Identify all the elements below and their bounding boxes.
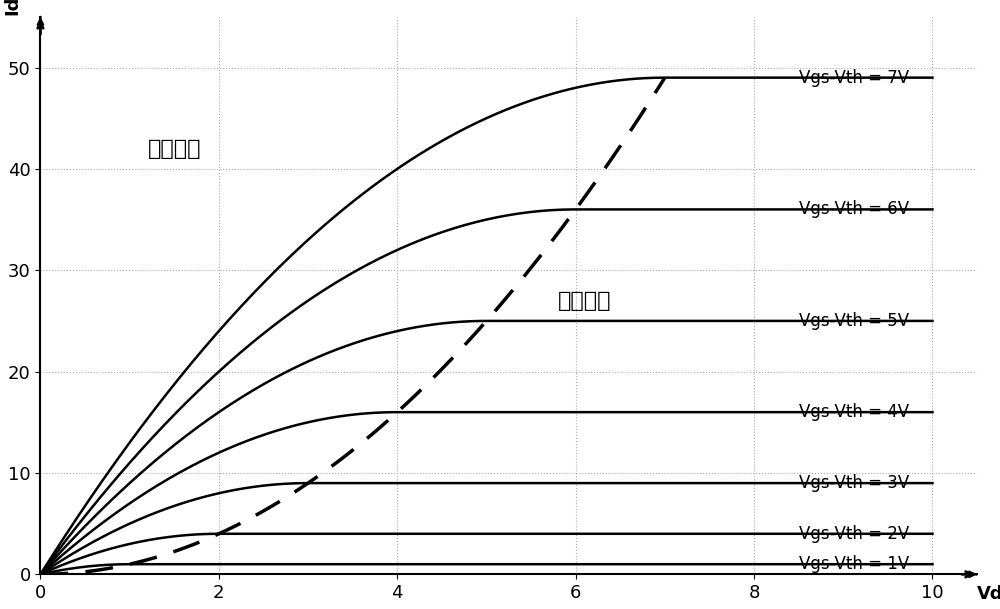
Text: Vgs-Vth = 5V: Vgs-Vth = 5V [799,312,909,330]
Text: 饱和区域: 饱和区域 [558,290,611,311]
Text: Vgs-Vth = 7V: Vgs-Vth = 7V [799,69,909,86]
X-axis label: Vds: Vds [977,585,1000,604]
Text: Vgs-Vth = 3V: Vgs-Vth = 3V [799,474,909,492]
Text: Vgs-Vth = 6V: Vgs-Vth = 6V [799,200,909,219]
Text: 线性区域: 线性区域 [147,139,201,158]
Y-axis label: Id: Id [4,0,22,15]
Text: Vgs-Vth = 1V: Vgs-Vth = 1V [799,555,909,573]
Text: Vgs-Vth = 4V: Vgs-Vth = 4V [799,403,909,421]
Text: Vgs-Vth = 2V: Vgs-Vth = 2V [799,525,909,543]
